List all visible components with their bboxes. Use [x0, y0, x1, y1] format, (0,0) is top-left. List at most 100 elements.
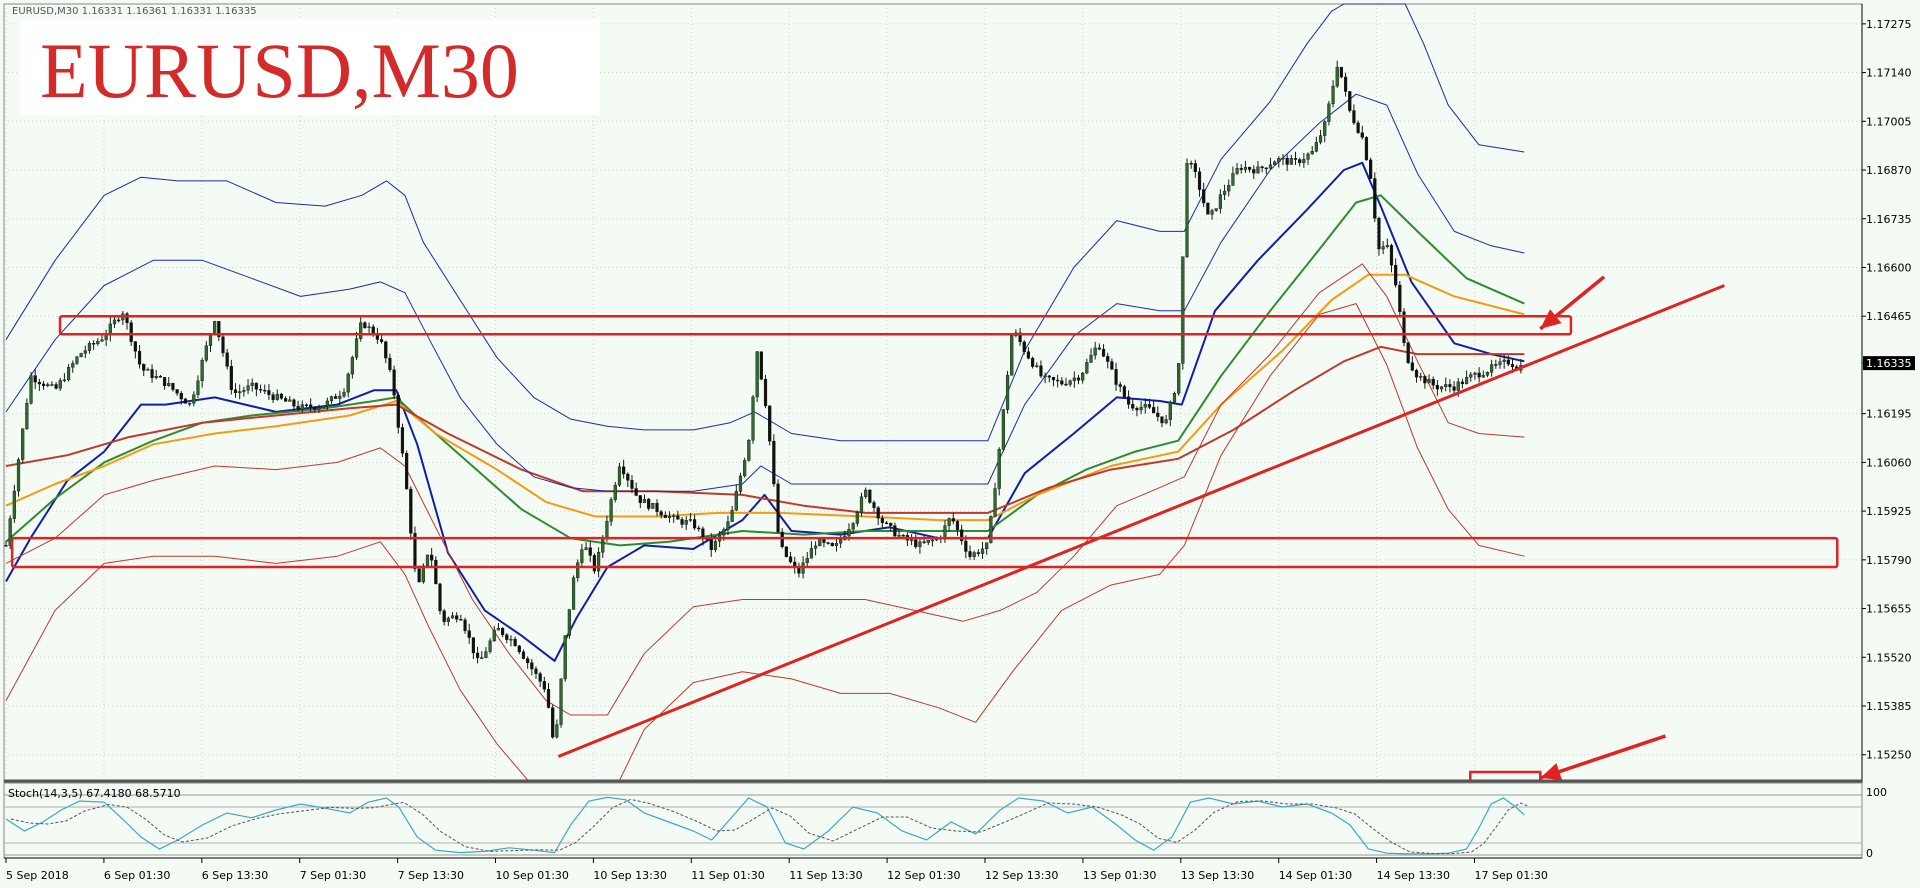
candle-body — [901, 535, 905, 537]
candle-body — [672, 515, 676, 518]
candle-body — [955, 521, 960, 530]
candle-body — [167, 382, 171, 386]
candle-body — [1502, 359, 1506, 362]
time-tick-label: 14 Sep 01:30 — [1279, 869, 1352, 882]
candle-body — [1343, 76, 1348, 92]
candle-body — [830, 542, 834, 546]
candle-body — [1481, 375, 1485, 378]
candle-body — [438, 583, 442, 612]
candle-body — [784, 546, 788, 557]
price-tick-label: 1.15385 — [1866, 700, 1912, 713]
candle-body — [1323, 121, 1327, 136]
uptrend-line — [557, 284, 1725, 758]
candle-body — [29, 375, 33, 404]
candle-body — [112, 319, 117, 325]
candle-body — [501, 627, 505, 636]
candle-body — [471, 637, 475, 654]
candle-body — [1339, 66, 1344, 78]
candle-body — [54, 384, 58, 389]
candle-body — [1181, 256, 1185, 364]
candle-body — [1026, 351, 1031, 359]
stochastic-label: Stoch(14,3,5) 67.4180 68.5710 — [8, 787, 181, 800]
candle-body — [926, 540, 930, 543]
candle-body — [546, 688, 551, 708]
candle-body — [1490, 364, 1494, 373]
time-tick-label: 11 Sep 13:30 — [789, 869, 862, 882]
candle-body — [309, 404, 313, 408]
candle-body — [1277, 158, 1281, 163]
candle-body — [409, 488, 413, 534]
candle-body — [1252, 169, 1256, 174]
candle-body — [137, 351, 142, 365]
candle-body — [513, 638, 517, 647]
candle-body — [709, 538, 713, 551]
candle-body — [1439, 386, 1444, 390]
candle-body — [880, 517, 884, 523]
candle-body — [1510, 364, 1515, 368]
candle-body — [772, 440, 776, 485]
candle-body — [1110, 361, 1114, 370]
candle-body — [1385, 245, 1389, 247]
candle-body — [914, 539, 918, 547]
candle-body — [359, 322, 363, 339]
candle-body — [1202, 189, 1206, 204]
candle-body — [609, 499, 613, 522]
price-tick-label: 1.16465 — [1866, 310, 1912, 323]
candle-body — [855, 512, 859, 524]
candle-body — [567, 609, 571, 636]
candle-body — [430, 554, 434, 561]
candle-body — [768, 405, 772, 442]
candle-body — [192, 394, 196, 404]
price-tick-label: 1.16060 — [1866, 456, 1912, 469]
candle-body — [238, 391, 242, 394]
candle-body — [1218, 194, 1222, 209]
arrow-stoch-head — [1540, 763, 1563, 781]
candle-body — [396, 394, 400, 428]
candle-body — [200, 360, 204, 382]
candle-body — [379, 339, 384, 342]
candle-body — [463, 619, 467, 631]
candle-body — [75, 356, 79, 364]
candle-body — [751, 396, 755, 441]
candle-body — [58, 380, 62, 389]
candle-body — [509, 638, 513, 641]
candle-body — [33, 375, 37, 383]
time-tick-label: 12 Sep 13:30 — [985, 869, 1058, 882]
candle-body — [1360, 132, 1364, 138]
price-tick-label: 1.15520 — [1866, 651, 1912, 664]
candle-body — [826, 542, 830, 544]
candle-body — [496, 627, 501, 631]
candle-body — [968, 551, 972, 557]
candle-body — [329, 396, 334, 402]
candle-body — [467, 630, 471, 638]
candle-body — [1122, 386, 1127, 397]
candle-body — [864, 489, 868, 497]
candle-body — [1494, 364, 1498, 366]
candle-body — [1327, 103, 1331, 122]
candle-body — [450, 615, 455, 619]
candle-body — [1289, 158, 1293, 165]
time-tick-label: 13 Sep 13:30 — [1181, 869, 1254, 882]
candle-body — [188, 403, 192, 405]
candle-body — [1126, 396, 1131, 405]
support-zone — [10, 536, 1839, 569]
candle-body — [651, 502, 655, 509]
candle-body — [1394, 265, 1398, 286]
candle-body — [1185, 163, 1189, 257]
candle-body — [217, 321, 221, 337]
candle-body — [1452, 386, 1456, 391]
candle-body — [1060, 380, 1064, 385]
candle-body — [229, 366, 233, 390]
candle-body — [538, 673, 542, 682]
candle-body — [847, 528, 851, 537]
candle-body — [242, 390, 246, 392]
candle-body — [475, 652, 480, 659]
price-tick-label: 1.17005 — [1866, 115, 1912, 128]
candle-body — [1005, 375, 1010, 410]
candle-body — [684, 520, 688, 525]
candle-body — [492, 629, 496, 642]
candle-body — [1156, 412, 1160, 417]
candle-body — [1193, 163, 1197, 172]
candle-body — [1147, 404, 1152, 408]
